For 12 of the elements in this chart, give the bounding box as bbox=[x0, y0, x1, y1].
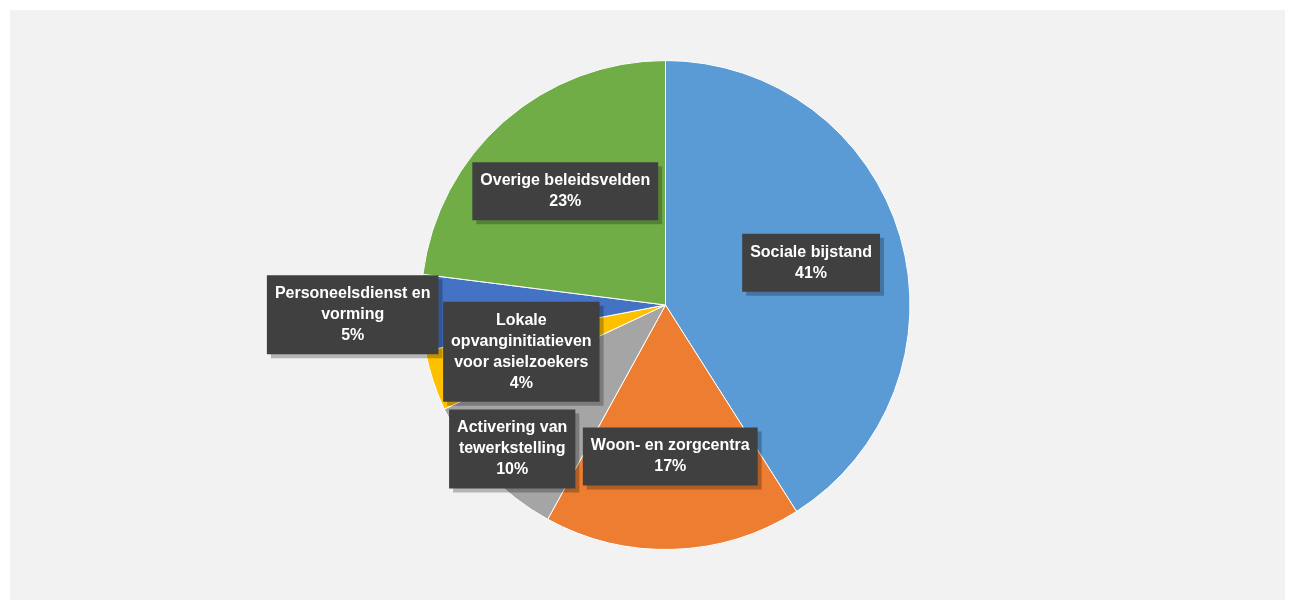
slice-label: Woon- en zorgcentra bbox=[590, 436, 750, 454]
data-label: 5% bbox=[341, 326, 365, 344]
data-label: 23% bbox=[549, 192, 582, 210]
slice-label: Sociale bijstand bbox=[750, 242, 872, 260]
data-label: 10% bbox=[496, 460, 529, 478]
slice-label: Activering van tewerkstelling bbox=[457, 418, 568, 457]
slice-label: Lokale opvanginitiatieven voor asielzoekers bbox=[451, 310, 592, 370]
slice-label: Personeelsdienst en vorming bbox=[274, 284, 431, 323]
data-label: 17% bbox=[654, 457, 687, 475]
data-label: 41% bbox=[795, 263, 828, 281]
data-label: 4% bbox=[509, 373, 533, 391]
slice-label: Overige beleidsvelden bbox=[480, 171, 651, 189]
